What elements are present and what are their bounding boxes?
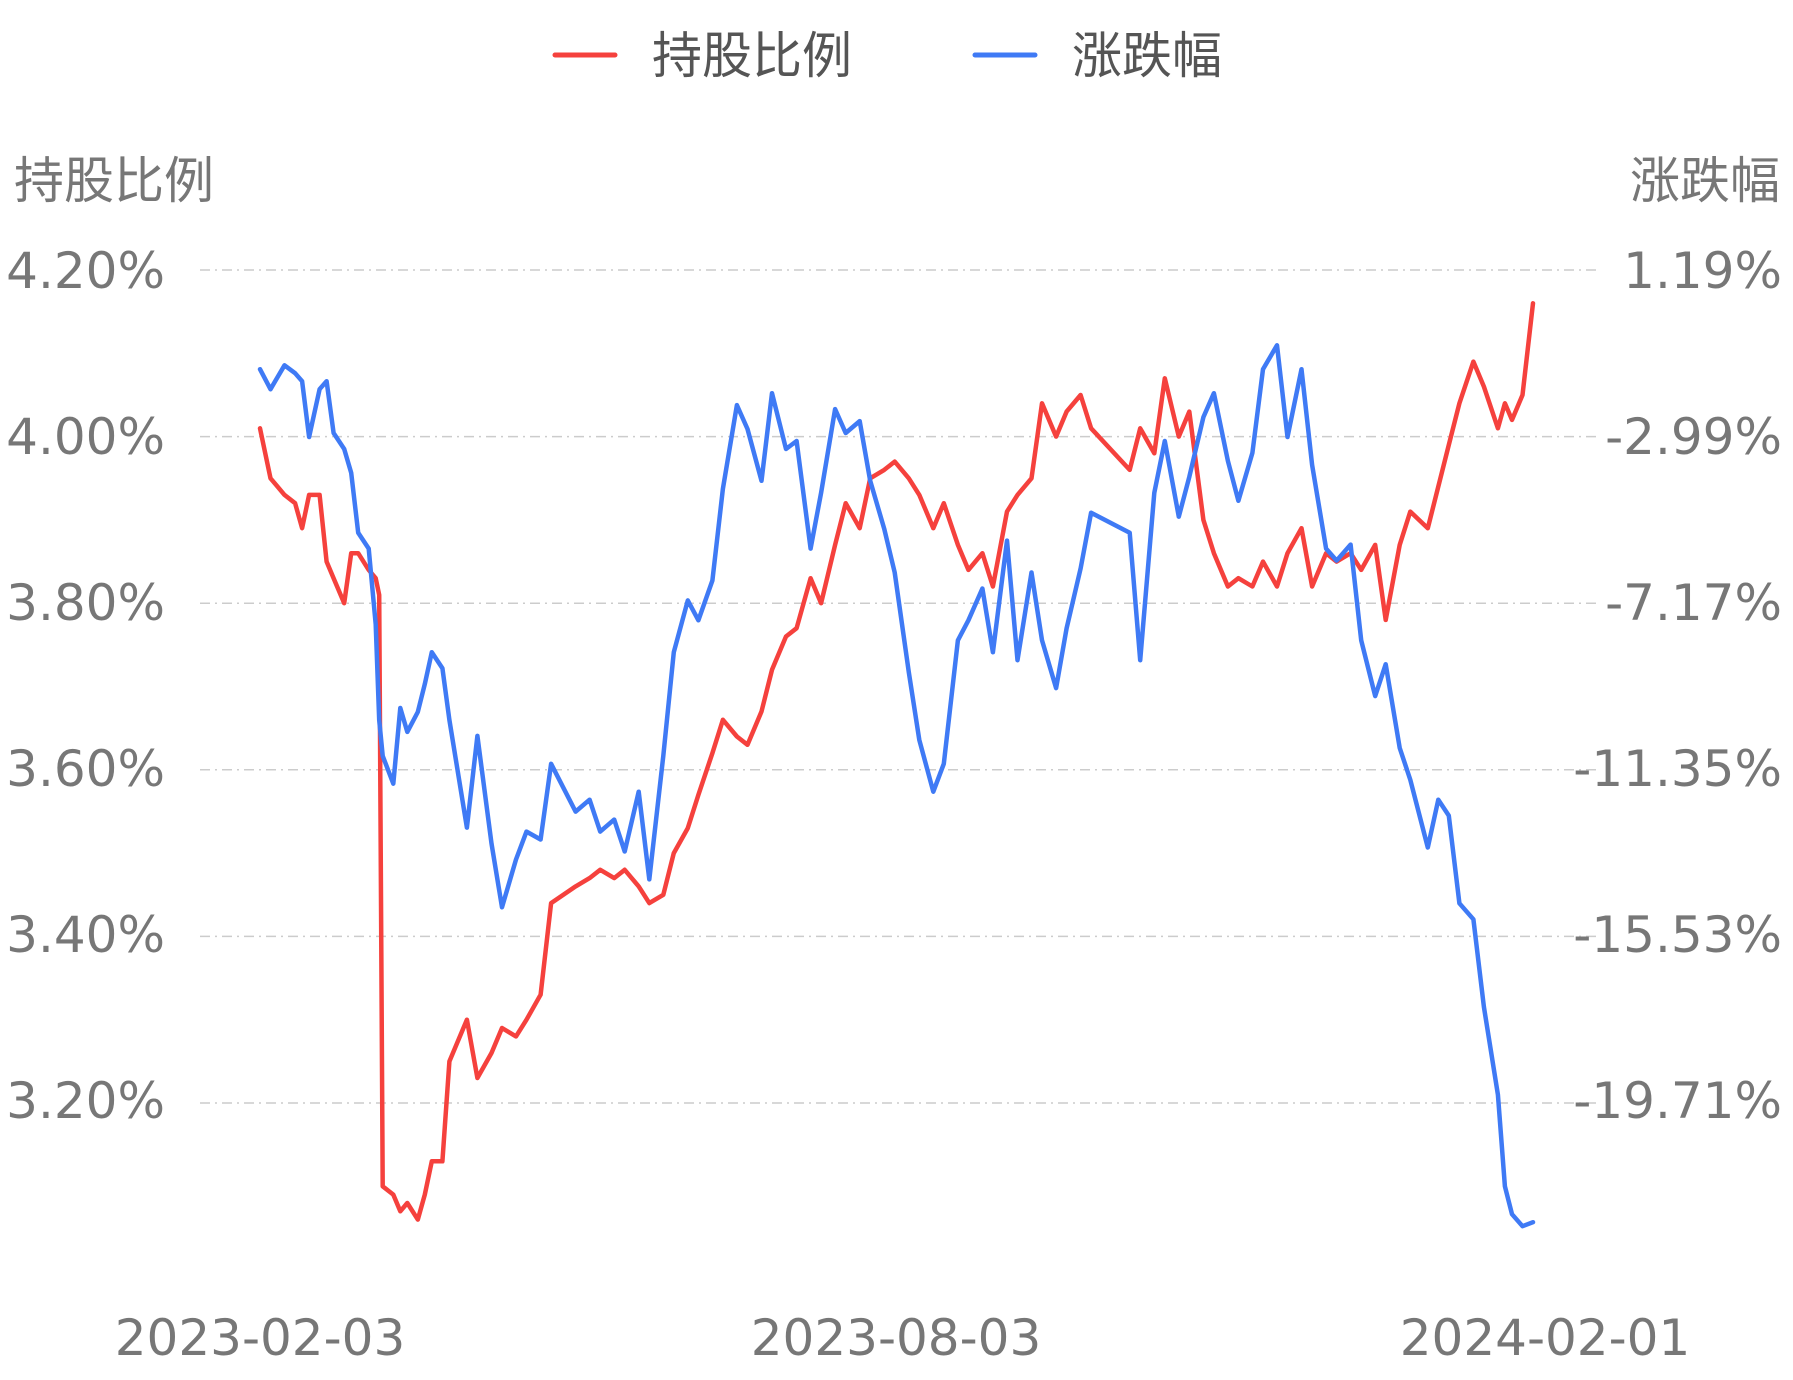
y-left-tick-label: 3.80% [6, 574, 165, 632]
y-left-tick-labels: 4.20% 4.00% 3.80% 3.60% 3.40% 3.20% [6, 242, 165, 1130]
y-right-tick-label: -19.71% [1573, 1072, 1782, 1130]
legend-label-0: 持股比例 [652, 27, 852, 85]
y-right-tick-label: -2.99% [1605, 408, 1782, 466]
y-right-tick-label: -7.17% [1605, 574, 1782, 632]
x-tick-label: 2024-02-01 [1400, 1309, 1691, 1367]
y-left-axis-name: 持股比例 [14, 152, 214, 210]
y-right-tick-label: -15.53% [1573, 906, 1782, 964]
series-lines [257, 301, 1536, 1229]
y-left-tick-label: 3.60% [6, 740, 165, 798]
y-left-tick-label: 3.20% [6, 1072, 165, 1130]
x-tick-label: 2023-02-03 [115, 1309, 406, 1367]
y-left-tick-label: 4.00% [6, 408, 165, 466]
series-line-0 [257, 301, 1536, 1222]
y-left-tick-label: 3.40% [6, 906, 165, 964]
y-right-tick-labels: 1.19% -2.99% -7.17% -11.35% -15.53% -19.… [1573, 242, 1782, 1130]
y-right-tick-label: 1.19% [1623, 242, 1782, 300]
legend: 持股比例 涨跌幅 [552, 27, 1222, 85]
y-right-axis-name: 涨跌幅 [1630, 152, 1780, 210]
x-tick-labels: 2023-02-03 2023-08-03 2024-02-01 [115, 1309, 1691, 1367]
legend-label-1: 涨跌幅 [1072, 27, 1222, 85]
y-right-tick-label: -11.35% [1573, 740, 1782, 798]
x-tick-label: 2023-08-03 [751, 1309, 1042, 1367]
series-line-1 [257, 343, 1536, 1229]
y-left-tick-label: 4.20% [6, 242, 165, 300]
